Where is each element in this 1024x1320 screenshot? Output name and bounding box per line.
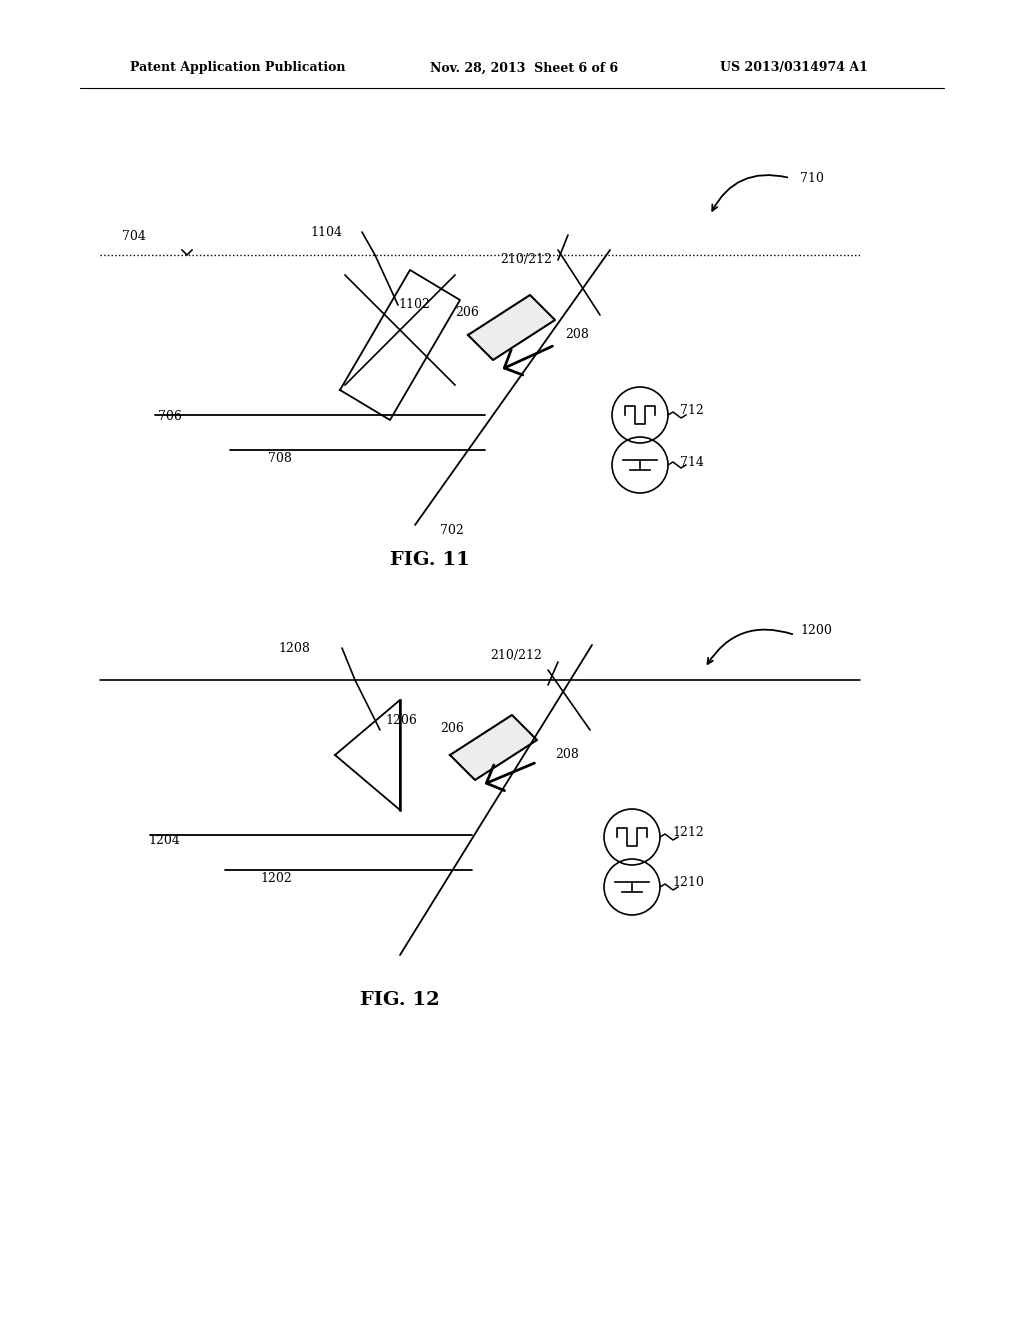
Text: Nov. 28, 2013  Sheet 6 of 6: Nov. 28, 2013 Sheet 6 of 6 [430,62,618,74]
Text: 1212: 1212 [672,825,703,838]
Text: 702: 702 [440,524,464,536]
Text: 1206: 1206 [385,714,417,726]
Text: FIG. 12: FIG. 12 [360,991,440,1008]
Text: 206: 206 [455,305,479,318]
Text: 1210: 1210 [672,875,703,888]
Text: 704: 704 [122,231,145,243]
Text: Patent Application Publication: Patent Application Publication [130,62,345,74]
Text: 1204: 1204 [148,833,180,846]
Text: 1104: 1104 [310,226,342,239]
Text: US 2013/0314974 A1: US 2013/0314974 A1 [720,62,868,74]
Text: 206: 206 [440,722,464,734]
Text: 1200: 1200 [800,623,831,636]
Text: 1102: 1102 [398,298,430,312]
Text: 1202: 1202 [260,871,292,884]
Text: 706: 706 [158,411,182,424]
Text: 710: 710 [800,172,824,185]
Text: 208: 208 [555,748,579,762]
Text: 210/212: 210/212 [500,253,552,267]
Text: 1208: 1208 [278,642,310,655]
Text: 208: 208 [565,329,589,342]
Text: FIG. 11: FIG. 11 [390,550,470,569]
Text: 708: 708 [268,451,292,465]
Polygon shape [468,294,555,360]
Text: 714: 714 [680,457,703,470]
Polygon shape [450,715,537,780]
Text: 210/212: 210/212 [490,649,542,663]
Text: 712: 712 [680,404,703,417]
